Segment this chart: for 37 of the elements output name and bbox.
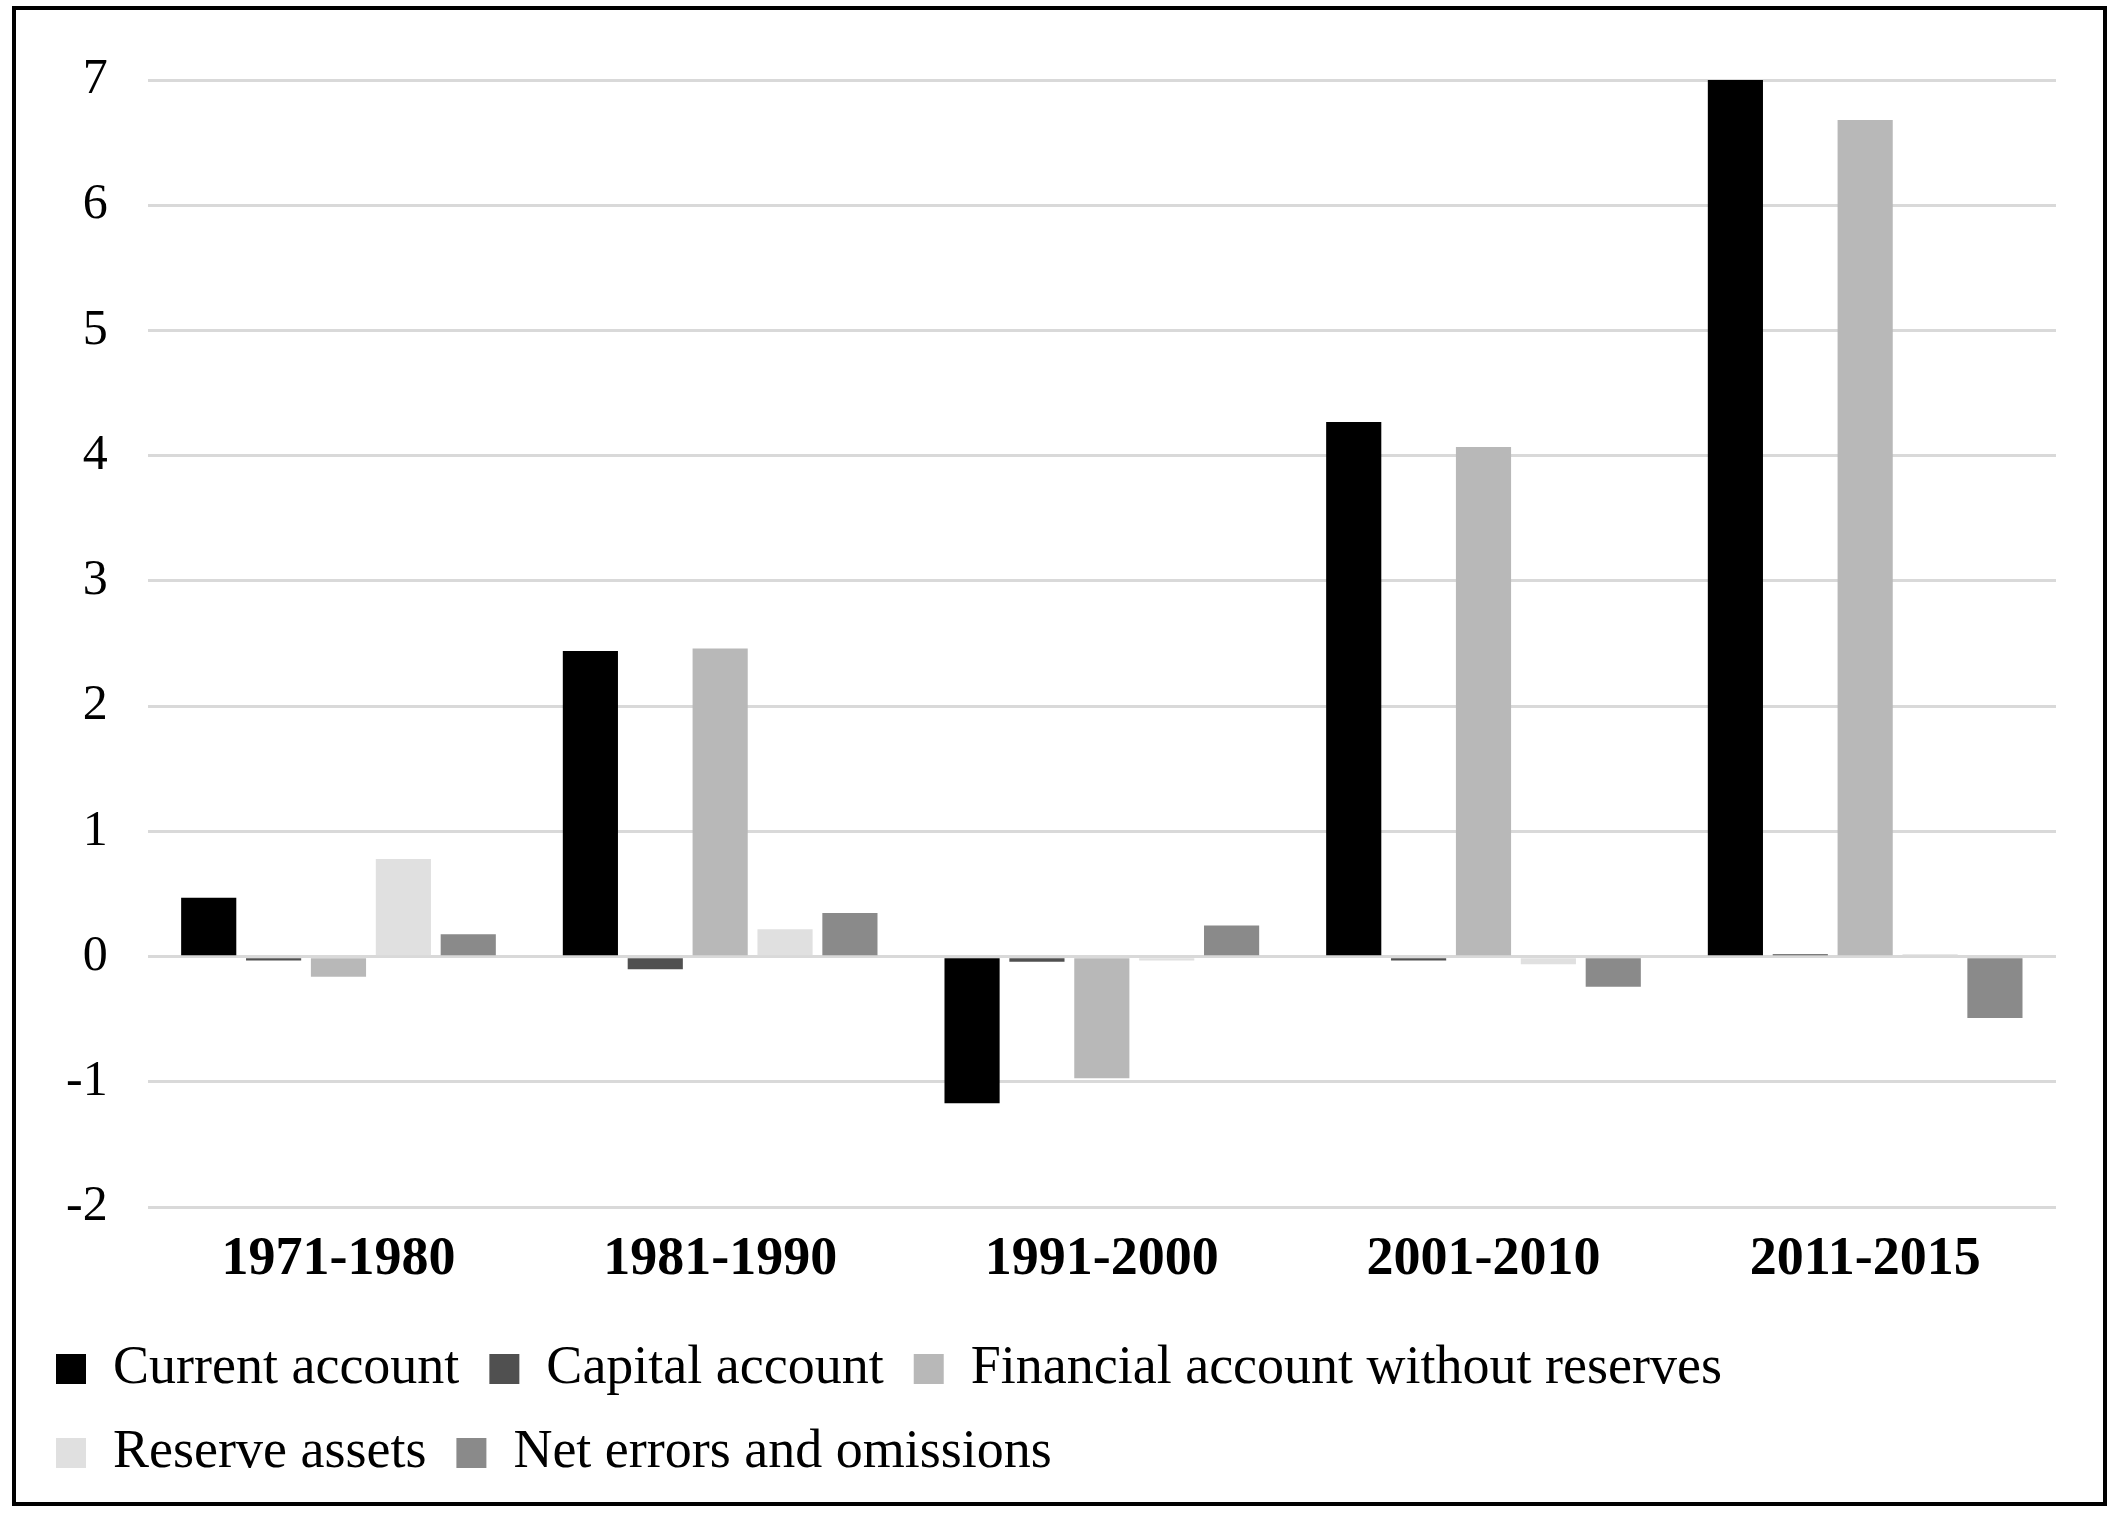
x-tick-label: 1981-1990 <box>603 1225 838 1286</box>
y-tick-label: -1 <box>65 1050 108 1107</box>
bar <box>562 651 618 956</box>
y-tick-label: 7 <box>82 48 108 105</box>
bar <box>1326 421 1382 956</box>
y-tick-label: 6 <box>82 173 108 230</box>
bar <box>440 934 496 956</box>
y-tick-label: 1 <box>82 799 108 856</box>
bar <box>627 958 683 970</box>
x-tick-label: 1991-2000 <box>984 1225 1219 1286</box>
bar <box>1074 958 1130 1079</box>
bar <box>1204 925 1260 956</box>
bar <box>181 897 237 956</box>
bar <box>692 648 748 956</box>
bar <box>1455 446 1512 956</box>
legend-label: Reserve assets <box>113 1419 427 1480</box>
bar <box>1585 958 1641 987</box>
bar <box>1707 80 1763 956</box>
x-tick-label: 1971-1980 <box>221 1225 456 1286</box>
y-tick-label: 4 <box>82 423 108 480</box>
x-tick-label: 2011-2015 <box>1749 1225 1981 1286</box>
bar <box>1967 958 2023 1019</box>
y-tick-label: 0 <box>82 924 108 981</box>
y-tick-label: 3 <box>82 549 108 606</box>
legend-label: Current account <box>113 1335 460 1396</box>
bar <box>1837 120 1893 956</box>
bar <box>822 912 878 956</box>
y-tick-label: -2 <box>65 1175 108 1232</box>
legend-label: Net errors and omissions <box>513 1419 1052 1480</box>
y-tick-label: 5 <box>82 298 108 355</box>
bar <box>310 958 367 977</box>
y-tick-label: 2 <box>82 674 108 731</box>
legend-label: Financial account without reserves <box>970 1335 1722 1396</box>
bar <box>1009 958 1065 962</box>
legend-label: Capital account <box>546 1335 884 1396</box>
x-tick-label: 2001-2010 <box>1366 1225 1601 1286</box>
bar <box>944 958 1000 1104</box>
